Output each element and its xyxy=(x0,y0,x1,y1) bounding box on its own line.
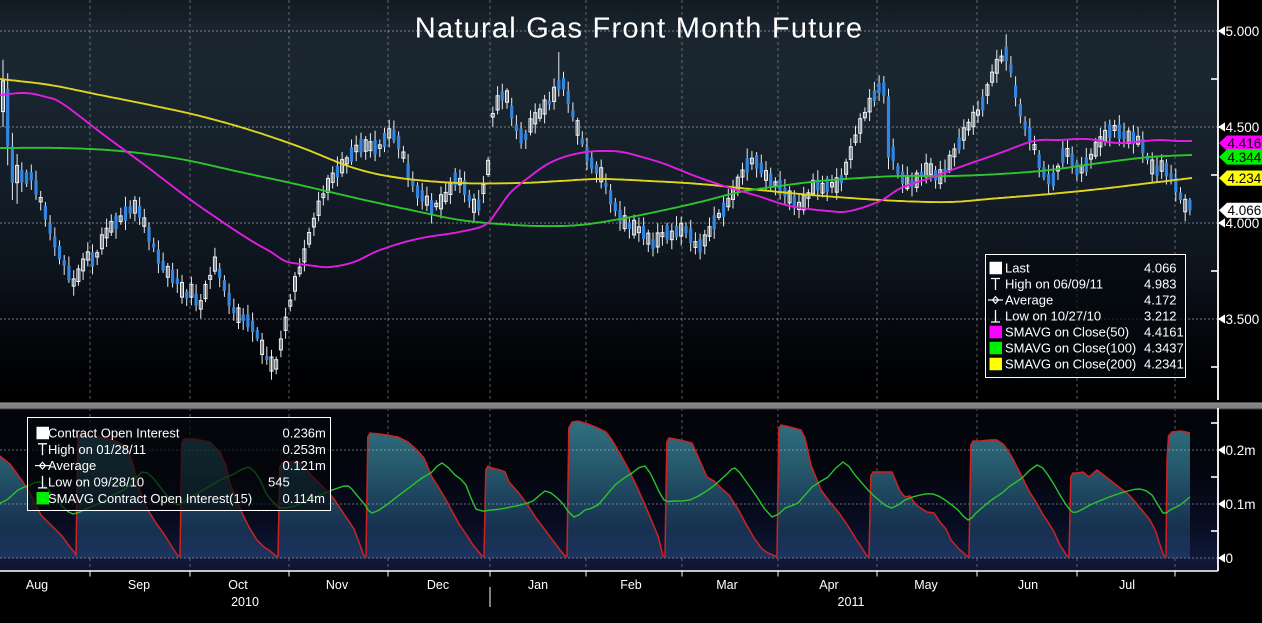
svg-text:Feb: Feb xyxy=(620,578,642,592)
svg-text:Jul: Jul xyxy=(1119,578,1135,592)
svg-text:4.4161: 4.4161 xyxy=(1144,325,1184,340)
svg-text:4.344: 4.344 xyxy=(1228,150,1262,165)
svg-text:0.236m: 0.236m xyxy=(283,426,326,441)
svg-text:Nov: Nov xyxy=(326,578,349,592)
svg-text:SMAVG Contract Open Interest(1: SMAVG Contract Open Interest(15) xyxy=(48,491,252,506)
svg-text:Oct: Oct xyxy=(228,578,248,592)
svg-text:Low on 09/28/10: Low on 09/28/10 xyxy=(48,475,144,490)
svg-text:2011: 2011 xyxy=(838,595,865,609)
svg-text:4.066: 4.066 xyxy=(1144,261,1177,276)
svg-text:4.983: 4.983 xyxy=(1144,277,1177,292)
svg-text:Last: Last xyxy=(1005,261,1030,276)
svg-text:0.121m: 0.121m xyxy=(283,458,326,473)
svg-text:Aug: Aug xyxy=(26,578,48,592)
svg-text:Sep: Sep xyxy=(128,578,150,592)
svg-text:4.000: 4.000 xyxy=(1226,216,1260,231)
svg-text:545: 545 xyxy=(268,475,290,490)
svg-text:SMAVG on Close(50): SMAVG on Close(50) xyxy=(1005,325,1129,340)
svg-text:4.3437: 4.3437 xyxy=(1144,341,1184,356)
svg-text:Contract Open Interest: Contract Open Interest xyxy=(48,426,180,441)
svg-text:0: 0 xyxy=(1226,551,1234,566)
svg-text:Dec: Dec xyxy=(427,578,449,592)
svg-text:SMAVG on Close(100): SMAVG on Close(100) xyxy=(1005,341,1136,356)
svg-text:Apr: Apr xyxy=(819,578,838,592)
svg-text:3.212: 3.212 xyxy=(1144,309,1177,324)
svg-text:Jan: Jan xyxy=(528,578,548,592)
svg-text:0.1m: 0.1m xyxy=(1226,497,1256,512)
svg-text:0.253m: 0.253m xyxy=(283,442,326,457)
svg-text:4.172: 4.172 xyxy=(1144,293,1177,308)
svg-text:Average: Average xyxy=(48,458,96,473)
svg-text:May: May xyxy=(914,578,938,592)
svg-text:4.416: 4.416 xyxy=(1228,136,1262,151)
svg-text:Mar: Mar xyxy=(716,578,738,592)
svg-text:High on 01/28/11: High on 01/28/11 xyxy=(48,442,146,457)
svg-text:Average: Average xyxy=(1005,293,1053,308)
svg-text:Natural Gas Front Month Future: Natural Gas Front Month Future xyxy=(415,13,864,45)
svg-text:4.2341: 4.2341 xyxy=(1144,357,1184,372)
svg-text:2010: 2010 xyxy=(231,595,259,609)
svg-text:High on 06/09/11: High on 06/09/11 xyxy=(1005,277,1103,292)
svg-text:0.114m: 0.114m xyxy=(283,491,325,506)
svg-text:3.500: 3.500 xyxy=(1226,312,1260,327)
svg-text:Jun: Jun xyxy=(1018,578,1038,592)
svg-text:4.500: 4.500 xyxy=(1226,120,1260,135)
svg-text:4.066: 4.066 xyxy=(1228,203,1262,218)
svg-text:5.000: 5.000 xyxy=(1226,24,1260,39)
svg-text:SMAVG on Close(200): SMAVG on Close(200) xyxy=(1005,357,1136,372)
svg-text:4.234: 4.234 xyxy=(1228,171,1262,186)
svg-text:Low on 10/27/10: Low on 10/27/10 xyxy=(1005,309,1101,324)
svg-text:0.2m: 0.2m xyxy=(1226,443,1256,458)
